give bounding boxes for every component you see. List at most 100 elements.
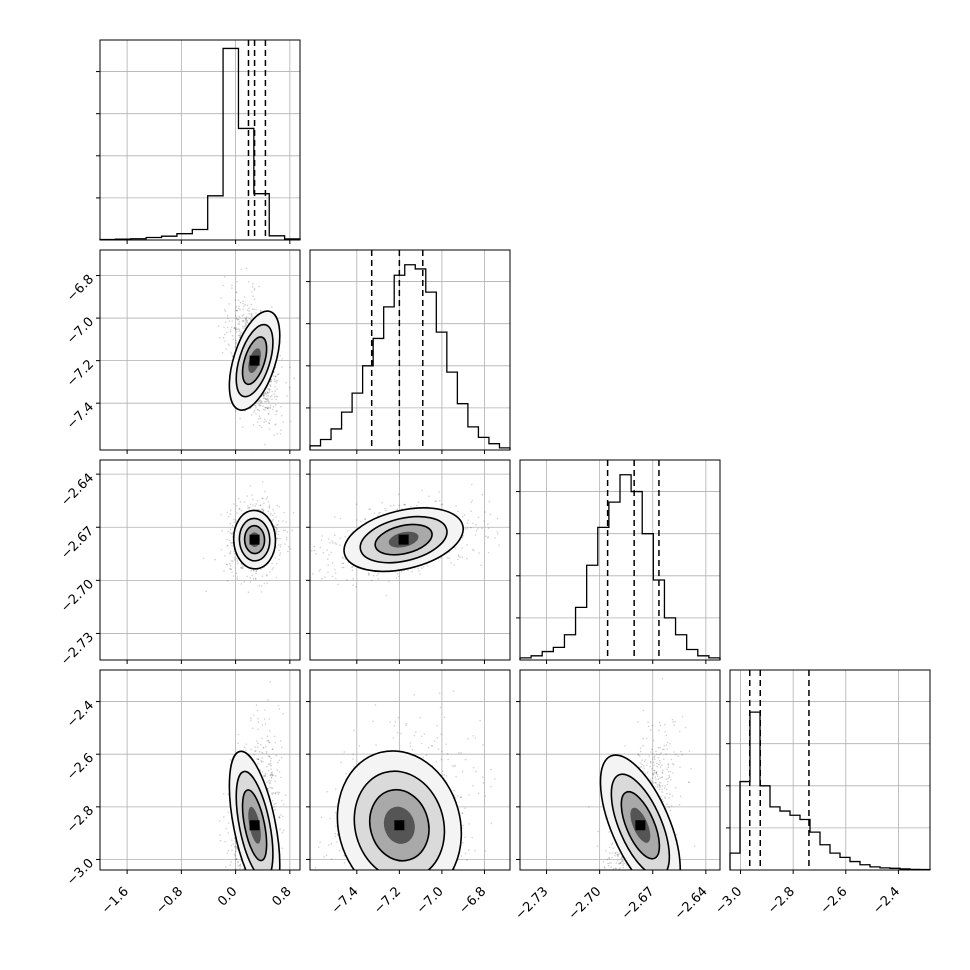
sample-point [325,885,327,887]
sample-point [254,872,256,874]
sample-point [241,891,243,893]
sample-point [272,567,275,569]
sample-point [247,872,249,874]
sample-point [237,861,239,864]
sample-point [421,874,423,876]
sample-point [477,516,480,519]
sample-point [267,407,269,410]
sample-point [438,499,441,502]
sample-point [264,406,266,409]
sample-point [363,875,365,877]
sample-point [255,309,257,311]
sample-point [468,823,470,825]
sample-point [326,549,328,551]
sample-point [269,514,272,516]
sample-point [224,340,226,342]
sample-point [342,562,345,565]
sample-point [225,881,227,883]
sample-point [278,530,280,533]
sample-point [487,523,489,525]
sample-point [417,567,419,569]
sample-point [657,746,660,749]
sample-point [229,915,231,917]
sample-point [279,552,282,554]
sample-point [262,911,264,913]
sample-point [379,877,381,879]
sample-point [246,304,249,307]
sample-point [235,858,238,860]
sample-point [283,511,286,514]
sample-point [230,844,233,847]
sample-point [608,883,610,885]
sample-point [231,525,234,527]
sample-point [487,537,489,539]
sample-point [279,546,282,548]
sample-point [611,908,613,910]
sample-point [472,522,474,525]
sample-point [384,886,386,888]
sample-point [474,850,477,852]
sample-point [482,782,485,784]
sample-point [267,510,270,513]
sample-point [393,725,396,727]
sample-point [222,337,225,339]
sample-point [356,880,358,882]
sample-point [244,954,246,956]
sample-point [243,296,246,298]
sample-point [407,569,409,571]
sample-point [234,410,237,412]
sample-point [351,569,354,572]
sample-point [662,769,664,771]
sample-point [351,566,353,569]
sample-point [661,772,664,774]
sample-point [445,775,448,777]
sample-point [229,532,231,534]
sample-point [302,917,304,919]
sample-point [253,298,256,301]
sample-point [297,903,299,905]
sample-point [262,394,265,397]
sample-point [264,774,267,776]
sample-point [403,504,406,506]
sample-point [354,957,356,959]
sample-point [253,287,256,290]
sample-point [444,905,446,907]
sample-point [233,905,235,907]
panel-frame [99,669,301,871]
sample-point [316,887,318,889]
sample-point [229,864,231,866]
sample-point [248,896,250,898]
sample-point [351,918,353,920]
sample-point [262,881,264,883]
sample-point [263,418,266,421]
sample-point [270,768,272,770]
sample-point [464,836,466,839]
sample-point [260,743,262,746]
sample-point [474,534,477,536]
sample-point [421,489,423,492]
sample-point [272,508,275,511]
sample-point [244,321,247,323]
sample-point [266,781,268,784]
sample-point [275,527,278,529]
sample-point [448,557,451,559]
sample-point [613,901,615,903]
sample-point [235,317,238,320]
sample-point [269,404,272,407]
sample-point [284,794,287,796]
sample-point [342,557,344,559]
sample-point [259,399,261,402]
sample-point [238,497,240,500]
sample-point [277,533,280,536]
sample-point [398,887,400,889]
sample-point [233,503,235,505]
sample-point [372,574,375,577]
sample-point [417,890,419,892]
sample-point [238,508,241,510]
sample-point [404,904,406,906]
sample-point [441,750,443,753]
panel-frame [99,39,301,241]
sample-point [268,388,270,390]
sample-point [652,739,655,742]
sample-point [341,875,343,877]
